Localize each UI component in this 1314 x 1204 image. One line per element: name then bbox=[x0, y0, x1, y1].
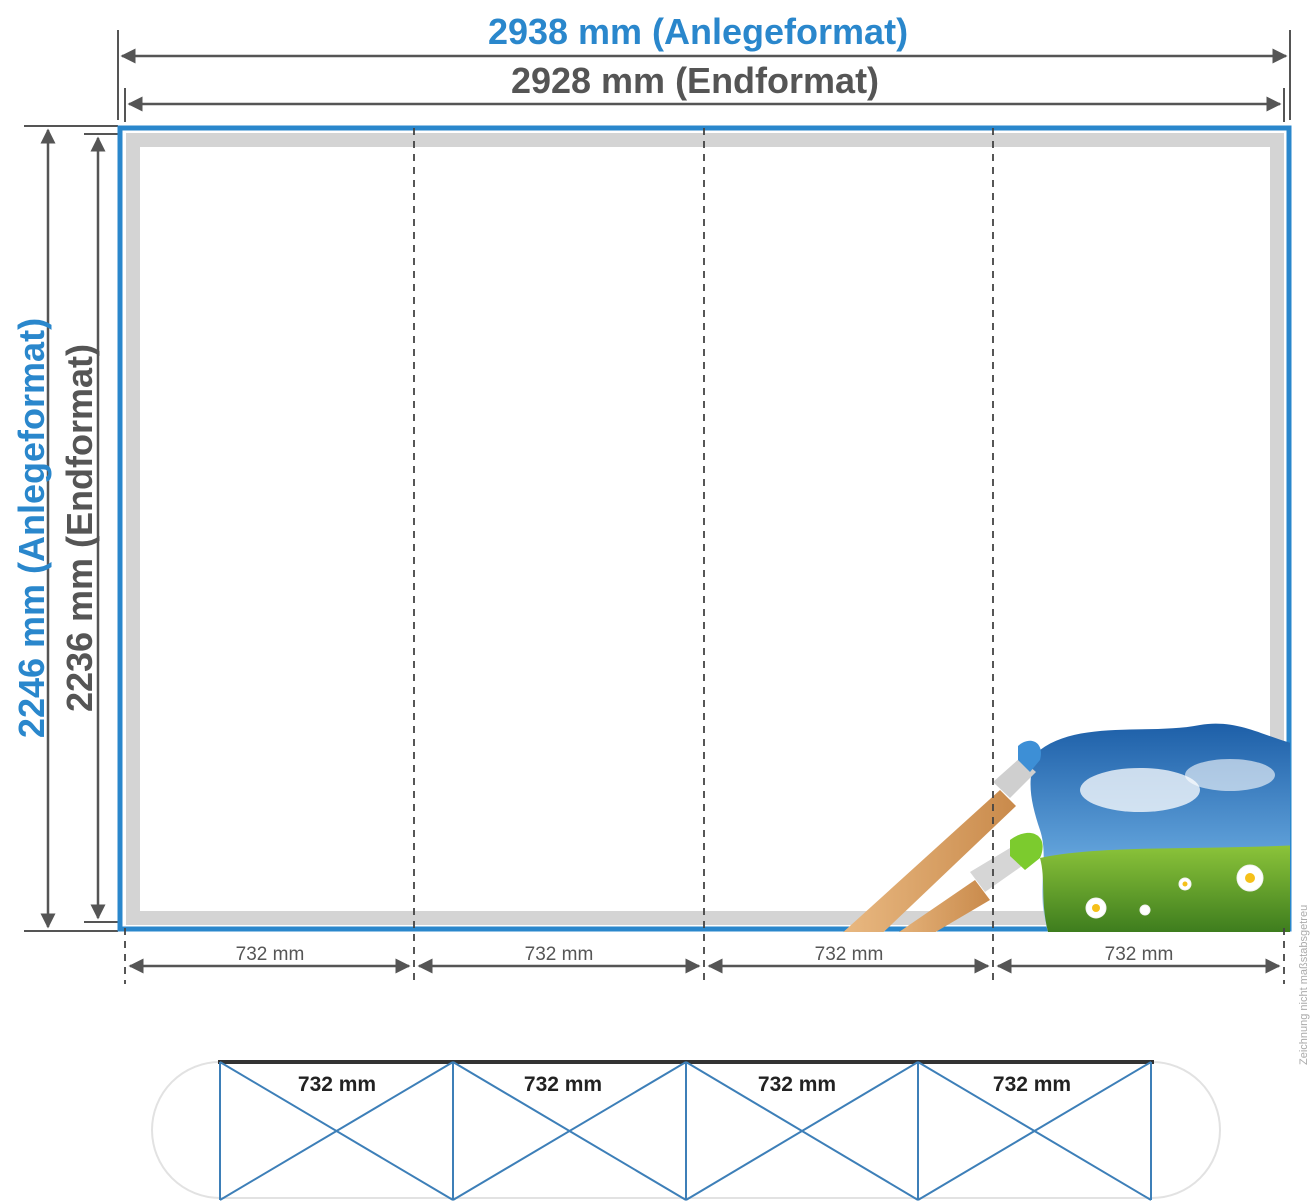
paintbrush-landscape-illustration bbox=[843, 723, 1290, 932]
height-end-label: 2236 mm (Endformat) bbox=[59, 344, 100, 712]
panel-3-width-label: 732 mm bbox=[815, 944, 884, 965]
panel-4-width-label: 732 mm bbox=[1105, 944, 1174, 965]
height-anlege-dimension: 2246 mm (Anlegeformat) bbox=[11, 125, 118, 932]
frame-truss bbox=[219, 1061, 1152, 1201]
scale-note: Zeichnung nicht maßstabsgetreu bbox=[1298, 905, 1310, 1065]
panel-2-width-label: 732 mm bbox=[525, 944, 594, 965]
width-anlege-dimension: 2938 mm (Anlegeformat) bbox=[117, 11, 1291, 120]
height-end-dimension: 2236 mm (Endformat) bbox=[59, 133, 118, 923]
frame-panel-4-label: 732 mm bbox=[993, 1073, 1071, 1096]
frame-panel-1-label: 732 mm bbox=[298, 1073, 376, 1096]
green-paintbrush-icon bbox=[899, 832, 1043, 932]
width-anlege-label: 2938 mm (Anlegeformat) bbox=[488, 11, 908, 52]
width-end-label: 2928 mm (Endformat) bbox=[511, 60, 879, 101]
frame-panel-3-label: 732 mm bbox=[758, 1073, 836, 1096]
frame-panel-2-label: 732 mm bbox=[524, 1073, 602, 1096]
bleed-zone bbox=[126, 133, 1284, 925]
width-end-dimension: 2928 mm (Endformat) bbox=[124, 60, 1285, 122]
frame-diagram: 732 mm 732 mm 732 mm 732 mm bbox=[151, 1060, 1221, 1201]
height-anlege-label: 2246 mm (Anlegeformat) bbox=[11, 318, 52, 738]
panel-1-width-label: 732 mm bbox=[236, 944, 305, 965]
blue-paintbrush-icon bbox=[843, 740, 1041, 932]
panel-dividers bbox=[124, 128, 1285, 984]
panel-dimensions: 732 mm 732 mm 732 mm 732 mm bbox=[128, 944, 1281, 974]
